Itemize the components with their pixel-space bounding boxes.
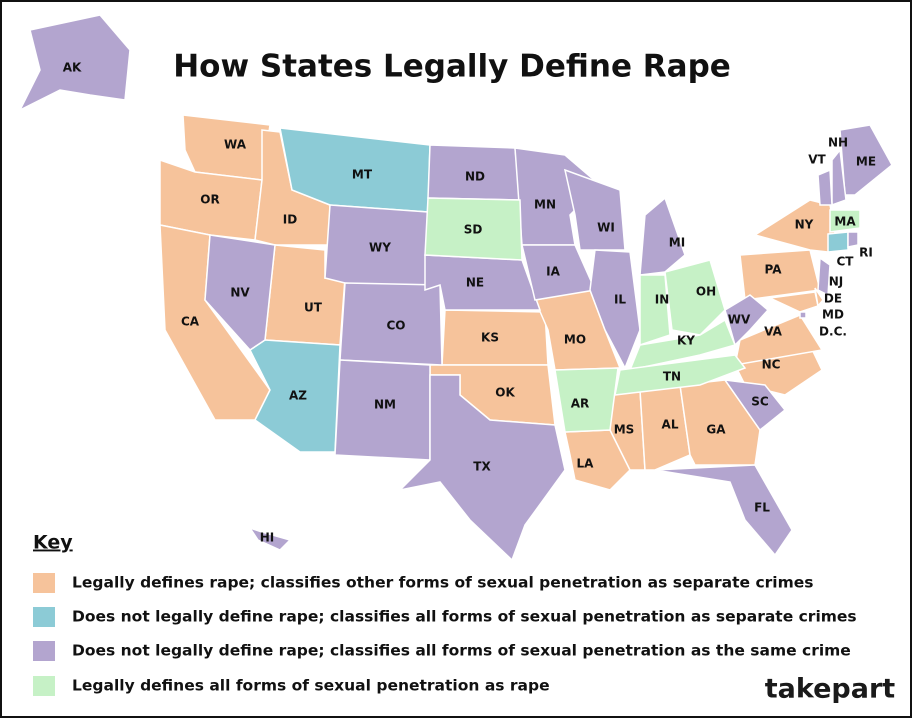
- state-label: KS: [481, 331, 499, 345]
- state-label: OK: [495, 386, 515, 400]
- state-shape: [827, 231, 849, 253]
- state-shape: [723, 379, 787, 432]
- state-label: TN: [663, 370, 681, 384]
- state-shape: [799, 311, 807, 319]
- state-label: NV: [230, 286, 250, 300]
- state-label: ND: [465, 170, 485, 184]
- state-shape: [397, 374, 566, 562]
- state-label: GA: [706, 423, 726, 437]
- logo: takepart: [765, 674, 896, 705]
- key-label: Does not legally define rape; classifies…: [72, 608, 857, 626]
- state-label: AZ: [289, 389, 307, 403]
- key: Legally defines rape; classifies other f…: [33, 573, 857, 696]
- state-label: NM: [374, 398, 396, 412]
- title: How States Legally Define Rape: [173, 49, 731, 85]
- key-label: Legally defines all forms of sexual pene…: [72, 677, 550, 695]
- state-label: MT: [352, 168, 373, 182]
- state-shape: [424, 197, 523, 261]
- state-label: NE: [466, 276, 484, 290]
- state-label: MI: [669, 236, 685, 250]
- key-label: Legally defines rape; classifies other f…: [72, 574, 813, 592]
- state-label: KY: [677, 334, 695, 348]
- state-shape: [654, 464, 793, 557]
- state-label: RI: [859, 246, 873, 260]
- state-label: D.C.: [819, 325, 847, 339]
- state-shape: [18, 14, 131, 112]
- state-label: PA: [765, 263, 783, 277]
- state-label: FL: [754, 501, 770, 515]
- state-shape: [664, 259, 726, 336]
- key-label: Does not legally define rape; classifies…: [72, 642, 851, 660]
- state-label: VA: [764, 325, 782, 339]
- state-label: IL: [614, 293, 626, 307]
- state-label: OH: [696, 285, 716, 299]
- state-shape: [817, 256, 831, 297]
- state-label: MA: [834, 215, 856, 229]
- key-swatch: [33, 573, 55, 593]
- state-label: SC: [751, 395, 769, 409]
- state-label: ME: [856, 155, 876, 169]
- state-label: AL: [662, 418, 679, 432]
- state-shape: [339, 282, 443, 366]
- state-shape: [639, 274, 671, 347]
- key-swatch: [33, 607, 55, 627]
- state-label: WV: [728, 313, 751, 327]
- state-shape: [639, 196, 686, 276]
- state-label: MN: [534, 198, 556, 212]
- state-shape: [829, 209, 861, 233]
- state-label: CO: [386, 319, 405, 333]
- state-label: NC: [762, 358, 781, 372]
- state-label: MO: [564, 333, 586, 347]
- state-shape: [248, 526, 292, 551]
- state-label: AK: [63, 61, 82, 75]
- state-shape: [814, 287, 824, 308]
- key-swatch: [33, 676, 55, 696]
- state-label: CA: [181, 315, 200, 329]
- state-label: NJ: [829, 275, 844, 289]
- state-label: TX: [473, 460, 491, 474]
- state-label: WI: [597, 221, 615, 235]
- state-labels: WA OR CA ID UT KS OK MO LA MS AL GA NC VA PA NY MD DE MT AZ…: [63, 61, 876, 545]
- key-swatch: [33, 641, 55, 661]
- state-label: IN: [655, 293, 670, 307]
- state-label: WY: [369, 241, 391, 255]
- state-label: CT: [837, 255, 855, 269]
- state-shape: [204, 234, 276, 351]
- state-label: UT: [304, 301, 323, 315]
- state-label: LA: [577, 457, 595, 471]
- state-label: HI: [260, 531, 275, 545]
- state-label: MD: [822, 308, 844, 322]
- state-label: MS: [614, 423, 635, 437]
- state-shape: [847, 231, 859, 248]
- us-map: [18, 14, 893, 562]
- state-label: ID: [283, 213, 297, 227]
- state-label: NH: [828, 136, 848, 150]
- state-label: SD: [464, 223, 483, 237]
- state-label: AR: [571, 397, 590, 411]
- state-shape: [589, 249, 641, 370]
- key-title: Key: [33, 532, 73, 554]
- state-shape: [554, 367, 619, 433]
- state-label: WA: [224, 138, 247, 152]
- state-label: NY: [795, 218, 814, 232]
- state-shape: [817, 168, 833, 206]
- state-shape: [831, 148, 847, 207]
- state-label: OR: [200, 193, 219, 207]
- state-label: DE: [824, 292, 842, 306]
- state-label: VT: [808, 153, 826, 167]
- state-shape: [614, 354, 747, 396]
- state-label: IA: [546, 265, 560, 279]
